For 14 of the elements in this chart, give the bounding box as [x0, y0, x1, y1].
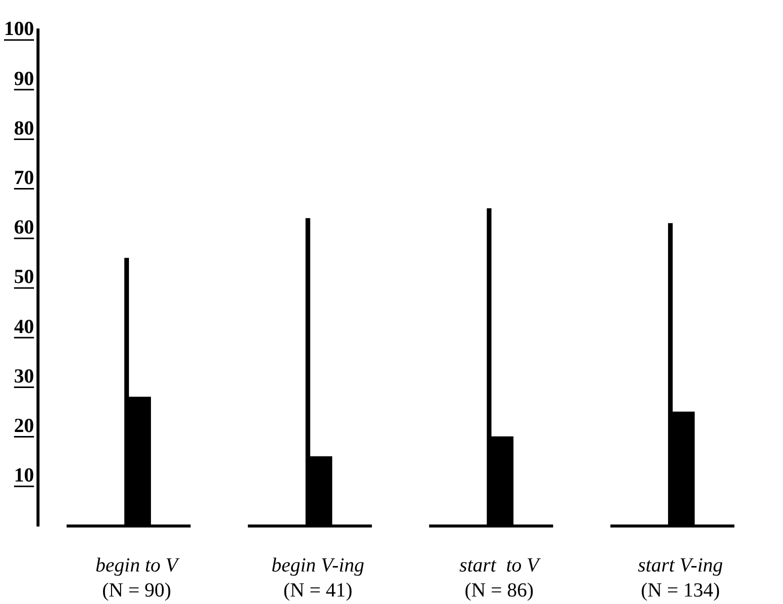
y-tick-label: 100 — [4, 18, 34, 40]
x-tick-label: begin V-ing (N = 41) — [271, 554, 364, 602]
y-tick-label: 40 — [14, 316, 34, 338]
x-tick-label: start V-ing (N = 134) — [638, 554, 723, 602]
y-tick-label: 80 — [14, 117, 34, 140]
y-tick-label: 10 — [14, 464, 34, 487]
x-tick-label: begin to V (N = 90) — [96, 554, 181, 602]
y-tick-label: 70 — [14, 166, 34, 189]
y-tick-label: 60 — [14, 216, 34, 239]
y-tick-label: 30 — [14, 365, 34, 388]
y-tick-label: 90 — [14, 68, 34, 90]
x-tick-label: start to V (N = 86) — [459, 554, 542, 602]
y-tick-label: 20 — [14, 414, 34, 437]
y-tick-label: 50 — [14, 266, 34, 288]
